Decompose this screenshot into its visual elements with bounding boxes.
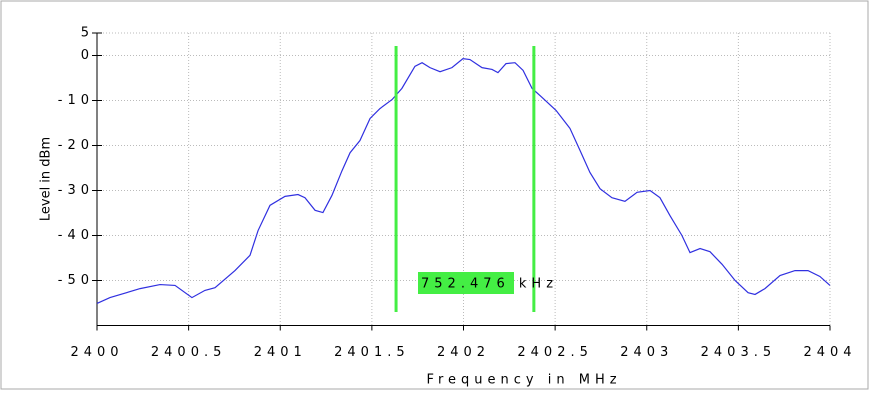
x-tick-label: 2400 [70, 345, 123, 360]
y-tick-label: -50 [58, 273, 94, 288]
x-tick-label: 2402.5 [517, 345, 593, 360]
y-tick-label: 0 [81, 48, 94, 63]
y-tick-label: -20 [58, 138, 94, 153]
y-tick-label: -30 [58, 183, 94, 198]
y-axis-label: Level in dBm [39, 137, 54, 221]
marker-label: 752.476 kHz [421, 277, 558, 292]
y-tick-label: -40 [58, 228, 94, 243]
x-tick-label: 2404 [803, 345, 856, 360]
marker-label-box [418, 272, 514, 294]
frame [0, 0, 869, 390]
y-tick-label: 5 [81, 26, 94, 41]
x-axis-label: Frequency in MHz [426, 373, 621, 388]
x-tick-label: 2403 [620, 345, 673, 360]
x-tick-label: 2401 [254, 345, 307, 360]
line-series [96, 58, 831, 304]
x-tick-label: 2402 [437, 345, 490, 360]
x-tick-label: 2403.5 [701, 345, 777, 360]
x-tick-label: 2400.5 [151, 345, 227, 360]
x-tick-label: 2401.5 [334, 345, 410, 360]
y-tick-label: -10 [58, 93, 94, 108]
